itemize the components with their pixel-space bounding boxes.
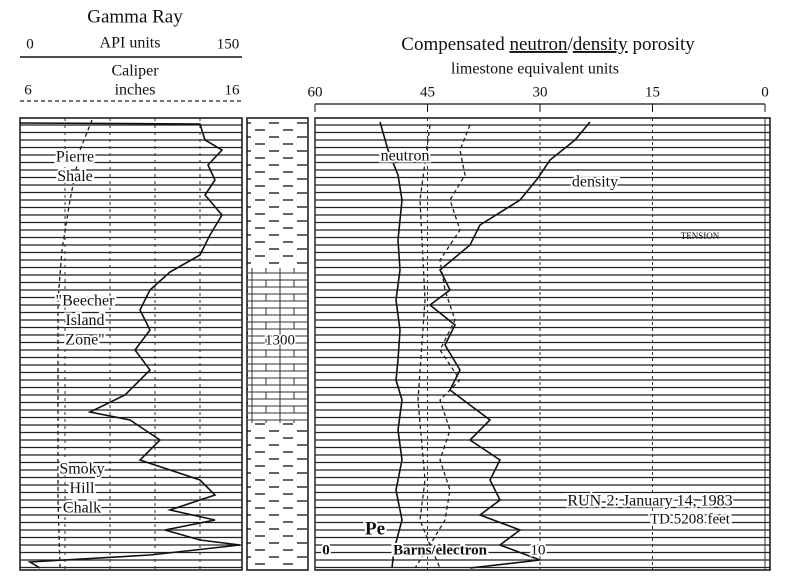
td-label: TD 5208 feet (650, 511, 731, 527)
porosity-tick-label: 30 (533, 84, 548, 100)
formation-label: Pierre (56, 149, 94, 166)
formation-label: Zone" (65, 332, 104, 349)
porosity-tick-label: 45 (420, 84, 435, 100)
title-part: Compensated (401, 34, 509, 55)
depth-label: 1300 (265, 332, 295, 348)
caliper-units: inches (115, 82, 156, 99)
limestone-pattern (248, 268, 307, 423)
title-part: / (568, 34, 574, 55)
gamma-track (19, 117, 243, 571)
formation-label: Island (65, 312, 104, 329)
gamma-min: 0 (26, 36, 34, 52)
pe-max: 10 (531, 542, 546, 558)
title-density: density (573, 34, 628, 55)
caliper-curve (57, 119, 93, 569)
neutron-curve (379, 121, 403, 569)
pe-units: Barns/electron (393, 542, 488, 558)
formation-label: "Beecher (56, 293, 116, 310)
density-label: density (572, 174, 618, 191)
pe-curve (414, 124, 431, 569)
formation-label: Shale (57, 168, 93, 185)
tension-label: TENSION (681, 231, 720, 241)
formation-label: Hill (70, 480, 95, 497)
run-label: RUN-2: January 14, 1983 (567, 493, 732, 510)
porosity-tick-label: 60 (308, 84, 323, 100)
neutron-label: neutron (381, 148, 430, 165)
title-part: porosity (628, 34, 696, 55)
porosity-tick-label: 15 (645, 84, 660, 100)
porosity-ticks: 60 45 30 15 0 (308, 84, 769, 112)
title-neutron: neutron (509, 34, 568, 55)
porosity-tick-label: 0 (761, 84, 769, 100)
formation-label: Chalk (63, 500, 101, 517)
density-curve (428, 121, 591, 569)
pe-title: Pe (365, 518, 385, 539)
formation-label: Smoky (59, 461, 104, 478)
caliper-title: Caliper (111, 63, 159, 80)
gamma-title: Gamma Ray (87, 6, 183, 27)
porosity-subtitle: limestone equivalent units (451, 61, 619, 78)
pe-min: 0 (322, 542, 330, 558)
caliper-min: 6 (24, 82, 32, 98)
formation-labels: Pierre Shale "Beecher Island Zone" Smoky Hill C… (54, 147, 118, 519)
caliper-max: 16 (225, 82, 241, 98)
grid (20, 118, 770, 570)
gamma-units: API units (100, 35, 161, 52)
gamma-curve (19, 122, 241, 569)
porosity-title: Compensated neutron/density porosity (401, 34, 695, 55)
neutron-dashed-curve (429, 124, 471, 569)
gamma-max: 150 (217, 36, 240, 52)
